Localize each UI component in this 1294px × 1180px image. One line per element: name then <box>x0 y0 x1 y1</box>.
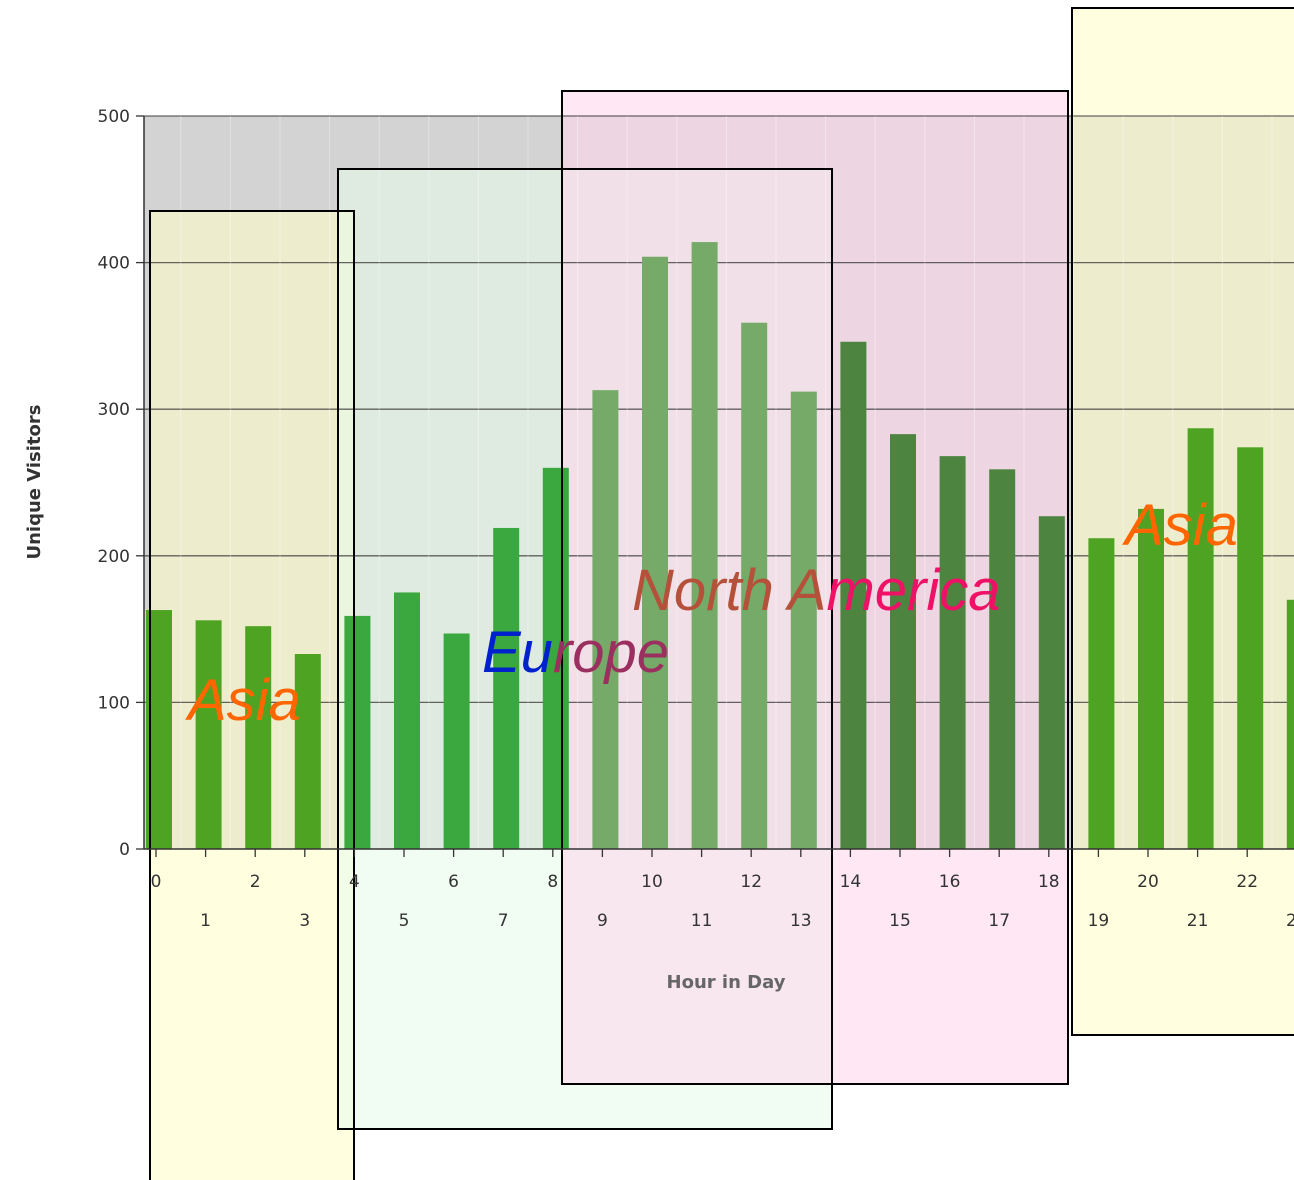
x-tick-label: 11 <box>691 911 713 931</box>
region-label-part: Asia <box>185 668 301 733</box>
bar-hour-16 <box>939 456 966 849</box>
bar-hour-6 <box>443 633 470 849</box>
region-label-part: Asia <box>1122 493 1238 558</box>
bar-hour-18 <box>1038 516 1065 849</box>
bar-hour-10 <box>642 256 668 850</box>
region-border-asia <box>1071 7 1294 1036</box>
x-tick-label: 7 <box>498 911 509 931</box>
y-tick-label: 0 <box>119 840 130 860</box>
region-label-north-america: North America <box>632 558 1001 623</box>
y-tick-label: 500 <box>98 107 130 127</box>
region-label-asia: Asia <box>185 668 301 733</box>
bar-hour-9 <box>592 390 619 849</box>
region-label-part: North A <box>632 558 826 623</box>
x-tick-label: 18 <box>1038 872 1060 892</box>
region-border-asia <box>149 210 355 1180</box>
bar-hour-17 <box>989 469 1016 849</box>
bar-hour-14 <box>840 341 867 849</box>
region-label-part: merica <box>826 558 1000 623</box>
region-label-asia: Asia <box>1122 493 1238 558</box>
x-tick-label: 6 <box>448 872 459 892</box>
y-axis-ticks: 0 100 200 300 400 500 <box>98 107 144 860</box>
y-tick-label: 300 <box>98 400 130 420</box>
region-label-part: rope <box>553 620 669 685</box>
bar-hour-3 <box>294 654 321 849</box>
x-tick-label: 21 <box>1187 911 1209 931</box>
x-tick-label: 23 <box>1286 911 1294 931</box>
x-tick-label: 15 <box>889 911 911 931</box>
region-border-north-america <box>561 90 1069 1085</box>
x-tick-label: 2 <box>250 872 261 892</box>
x-tick-label: 19 <box>1088 911 1110 931</box>
x-tick-label: 20 <box>1137 872 1159 892</box>
bar-hour-23 <box>1286 599 1294 849</box>
bar-hour-22 <box>1237 447 1264 849</box>
x-tick-label: 5 <box>399 911 410 931</box>
bar-hour-4 <box>344 615 371 849</box>
bar-hour-12 <box>741 322 768 849</box>
bar-hour-1 <box>195 620 222 849</box>
bar-hour-15 <box>890 434 916 849</box>
x-tick-label: 14 <box>840 872 862 892</box>
y-tick-label: 100 <box>98 693 130 713</box>
bar-hour-21 <box>1187 428 1214 849</box>
x-axis-ticks: 01234567891011121314151617181920212223 <box>151 849 1294 931</box>
x-tick-label: 9 <box>597 911 608 931</box>
bar-hour-11 <box>691 242 718 850</box>
y-tick-label: 200 <box>98 547 130 567</box>
bar-hour-5 <box>394 592 420 849</box>
x-tick-label: 3 <box>299 911 310 931</box>
y-tick-label: 400 <box>98 254 130 274</box>
gridlines <box>144 115 1294 849</box>
x-tick-label: 0 <box>151 872 162 892</box>
x-tick-label: 1 <box>200 911 211 931</box>
region-label-part: Eu <box>482 620 553 685</box>
region-borders <box>149 7 1294 1180</box>
bar-hour-19 <box>1088 538 1115 849</box>
x-tick-label: 16 <box>939 872 961 892</box>
bar-hour-7 <box>493 527 520 849</box>
bar-hour-13 <box>790 391 817 849</box>
x-tick-label: 4 <box>349 872 360 892</box>
x-axis-title: Hour in Day <box>667 972 786 993</box>
x-tick-label: 17 <box>988 911 1010 931</box>
y-axis-title: Unique Visitors <box>24 404 45 559</box>
bar-hour-2 <box>245 626 272 849</box>
region-label-europe: Europe <box>482 620 669 685</box>
x-tick-label: 10 <box>641 872 663 892</box>
bar-series <box>146 242 1294 850</box>
x-tick-label: 12 <box>740 872 762 892</box>
x-tick-label: 8 <box>547 872 558 892</box>
bar-hour-20 <box>1138 508 1164 849</box>
region-border-europe <box>337 168 833 1130</box>
x-tick-label: 22 <box>1236 872 1258 892</box>
bar-hour-8 <box>542 467 569 849</box>
x-tick-label: 13 <box>790 911 812 931</box>
